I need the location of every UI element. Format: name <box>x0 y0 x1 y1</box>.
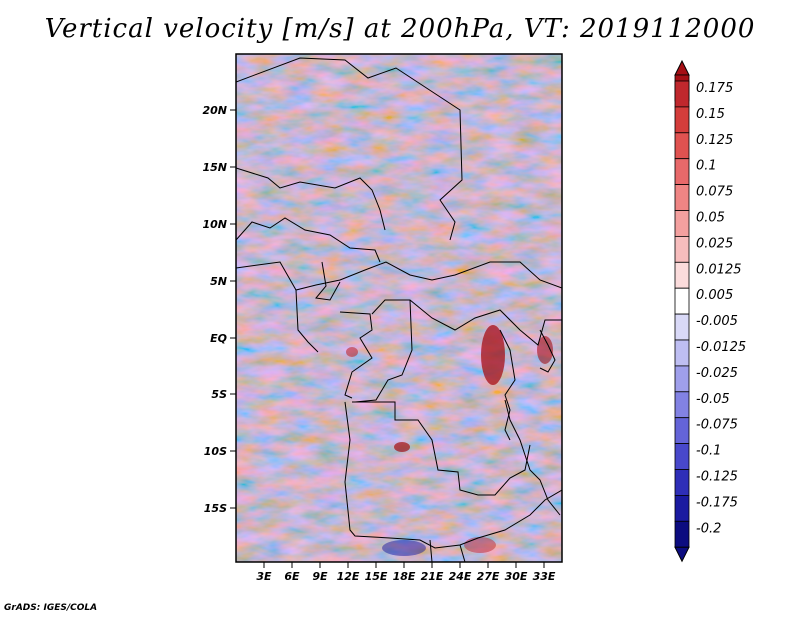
colorbar-swatch <box>674 520 690 548</box>
colorbar-label: 0.125 <box>696 133 733 148</box>
lon-label-15e: 15E <box>365 570 388 583</box>
colorbar-swatch <box>674 132 690 160</box>
colorbar-label: -0.075 <box>696 418 738 433</box>
colorbar-label: -0.0125 <box>696 340 746 355</box>
colorbar-swatch <box>674 158 690 185</box>
lon-label-33e: 33E <box>533 570 556 583</box>
lat-label-10n: 10N <box>202 218 227 231</box>
lon-label-24e: 24E <box>449 570 472 583</box>
colorbar-label: 0.075 <box>696 185 733 200</box>
colorbar-label: 0.025 <box>696 236 733 251</box>
colorbar-label: 0.15 <box>696 107 725 122</box>
lon-label-12e: 12E <box>337 570 360 583</box>
colorbar-swatch <box>674 365 690 393</box>
colorbar-label: -0.175 <box>696 495 738 510</box>
colorbar-swatch <box>674 417 690 445</box>
colorbar-label: 0.175 <box>696 81 733 96</box>
colorbar-label: -0.2 <box>696 521 721 536</box>
colorbar-swatch <box>674 287 690 315</box>
lon-label-18e: 18E <box>393 570 416 583</box>
colorbar-swatch <box>674 313 690 341</box>
axis-ticks <box>230 109 545 568</box>
colorbar-label: -0.005 <box>696 314 738 329</box>
lat-label-eq: EQ <box>210 332 227 345</box>
lon-label-6e: 6E <box>284 570 300 583</box>
latitude-labels: 20N 15N 10N 5N EQ 5S 10S 15S <box>202 104 227 515</box>
lat-label-15s: 15S <box>204 502 227 515</box>
lon-label-9e: 9E <box>312 570 328 583</box>
map-frame <box>235 53 563 563</box>
colorbar-swatch <box>674 106 690 134</box>
lat-label-15n: 15N <box>202 161 227 174</box>
lon-label-27e: 27E <box>477 570 500 583</box>
colorbar-label: -0.125 <box>696 470 738 485</box>
grads-credit: GrADS: IGES/COLA <box>4 603 98 613</box>
colorbar-top-arrow <box>674 59 690 76</box>
colorbar-swatch <box>674 80 690 108</box>
lat-label-5n: 5N <box>210 275 227 288</box>
velocity-field <box>236 54 562 562</box>
colorbar-swatch <box>674 210 690 237</box>
lon-label-30e: 30E <box>505 570 528 583</box>
colorbar-label: 0.0125 <box>696 262 742 277</box>
colorbar-swatch <box>674 184 690 211</box>
colorbar-label: 0.005 <box>696 288 733 303</box>
colorbar-swatch <box>674 391 690 419</box>
colorbar-swatch <box>674 443 690 470</box>
colorbar-label: -0.05 <box>696 392 730 407</box>
colorbar-swatch <box>674 469 690 496</box>
chart-title: Vertical velocity [m/s] at 200hPa, VT: 2… <box>44 14 756 44</box>
lat-label-10s: 10S <box>204 445 227 458</box>
colorbar-label: -0.025 <box>696 366 738 381</box>
colorbar-swatch <box>674 235 690 263</box>
colorbar-swatch <box>674 261 690 289</box>
lat-label-5s: 5S <box>211 388 227 401</box>
colorbar: 0.175 0.15 0.125 0.1 0.075 0.05 0.025 0.0125 0.0… <box>674 59 746 563</box>
colorbar-bottom-arrow <box>674 546 690 563</box>
colorbar-swatch <box>674 494 690 522</box>
lon-label-3e: 3E <box>256 570 272 583</box>
colorbar-swatch <box>674 339 690 367</box>
longitude-labels: 3E 6E 9E 12E 15E 18E 21E 24E 27E 30E 33E <box>256 570 555 583</box>
colorbar-label: 0.1 <box>696 159 717 174</box>
lat-label-20n: 20N <box>202 104 227 117</box>
lon-label-21e: 21E <box>421 570 444 583</box>
colorbar-label: 0.05 <box>696 211 725 226</box>
colorbar-label: -0.1 <box>696 444 721 459</box>
country-borders <box>236 57 562 562</box>
